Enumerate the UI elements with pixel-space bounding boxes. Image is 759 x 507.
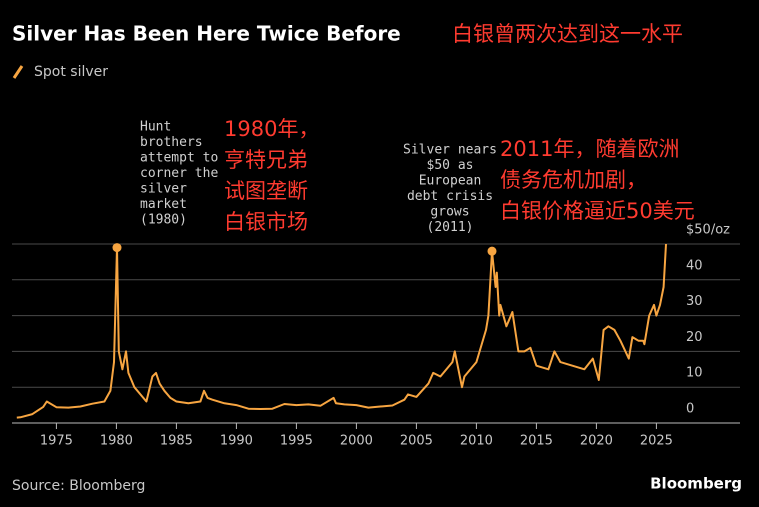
- legend-label: Spot silver: [34, 64, 108, 80]
- y-tick-label: 20: [686, 330, 703, 345]
- line: [16, 243, 667, 419]
- x-tick-label: 1990: [220, 434, 253, 449]
- annotation-text: market: [140, 197, 187, 212]
- x-tick-label: 2005: [400, 434, 433, 449]
- x-tick-label: 2025: [640, 434, 673, 449]
- x-tick-label: 2015: [520, 434, 553, 449]
- annotation-text: European: [419, 174, 482, 189]
- x-tick-label: 1975: [40, 434, 73, 449]
- annotation-marker: [487, 246, 497, 256]
- chart-title-translation: 白银曾两次达到这一水平: [452, 22, 683, 46]
- annotation-translation: 白银价格逼近50美元: [500, 199, 695, 223]
- annotation-text: (2011): [427, 220, 474, 235]
- y-tick-label: 30: [686, 294, 703, 309]
- annotation-translation: 债务危机加剧，: [500, 168, 647, 192]
- annotation-text: silver: [140, 182, 187, 197]
- y-tick-label: $50/oz: [686, 223, 730, 238]
- annotation-text: Hunt: [140, 120, 171, 135]
- annotation-translation: 试图垄断: [224, 179, 308, 203]
- brand: Bloomberg: [650, 475, 742, 493]
- annotation-translation: 白银市场: [224, 210, 308, 234]
- annotation-marker: [112, 243, 122, 253]
- annotation-translation: 亨特兄弟: [224, 148, 308, 172]
- x-tick-label: 1995: [280, 434, 313, 449]
- annotation-text: attempt to: [140, 151, 218, 166]
- annotation-text: corner the: [140, 166, 218, 181]
- x-tick-label: 2010: [460, 434, 493, 449]
- annotation-text: (1980): [140, 213, 187, 228]
- y-tick-label: 40: [686, 258, 703, 273]
- x-tick-label: 1985: [160, 434, 193, 449]
- source: Source: Bloomberg: [12, 478, 145, 494]
- x-tick-label: 1980: [100, 434, 133, 449]
- annotation-text: Silver nears: [403, 143, 497, 158]
- annotation-text: brothers: [140, 135, 203, 150]
- annotation-translation: 1980年，: [224, 117, 319, 141]
- annotation-text: grows: [430, 205, 469, 220]
- legend-swatch: [12, 65, 24, 79]
- annotation-translation: 2011年，随着欧洲: [500, 137, 679, 161]
- annotation-text: $50 as: [427, 158, 474, 173]
- chart-title: Silver Has Been Here Twice Before: [12, 22, 401, 46]
- x-tick-label: 2020: [580, 434, 613, 449]
- annotation-text: debt crisis: [407, 189, 493, 204]
- y-tick-label: 10: [686, 366, 703, 381]
- x-tick-label: 2000: [340, 434, 373, 449]
- y-tick-label: 0: [686, 402, 694, 417]
